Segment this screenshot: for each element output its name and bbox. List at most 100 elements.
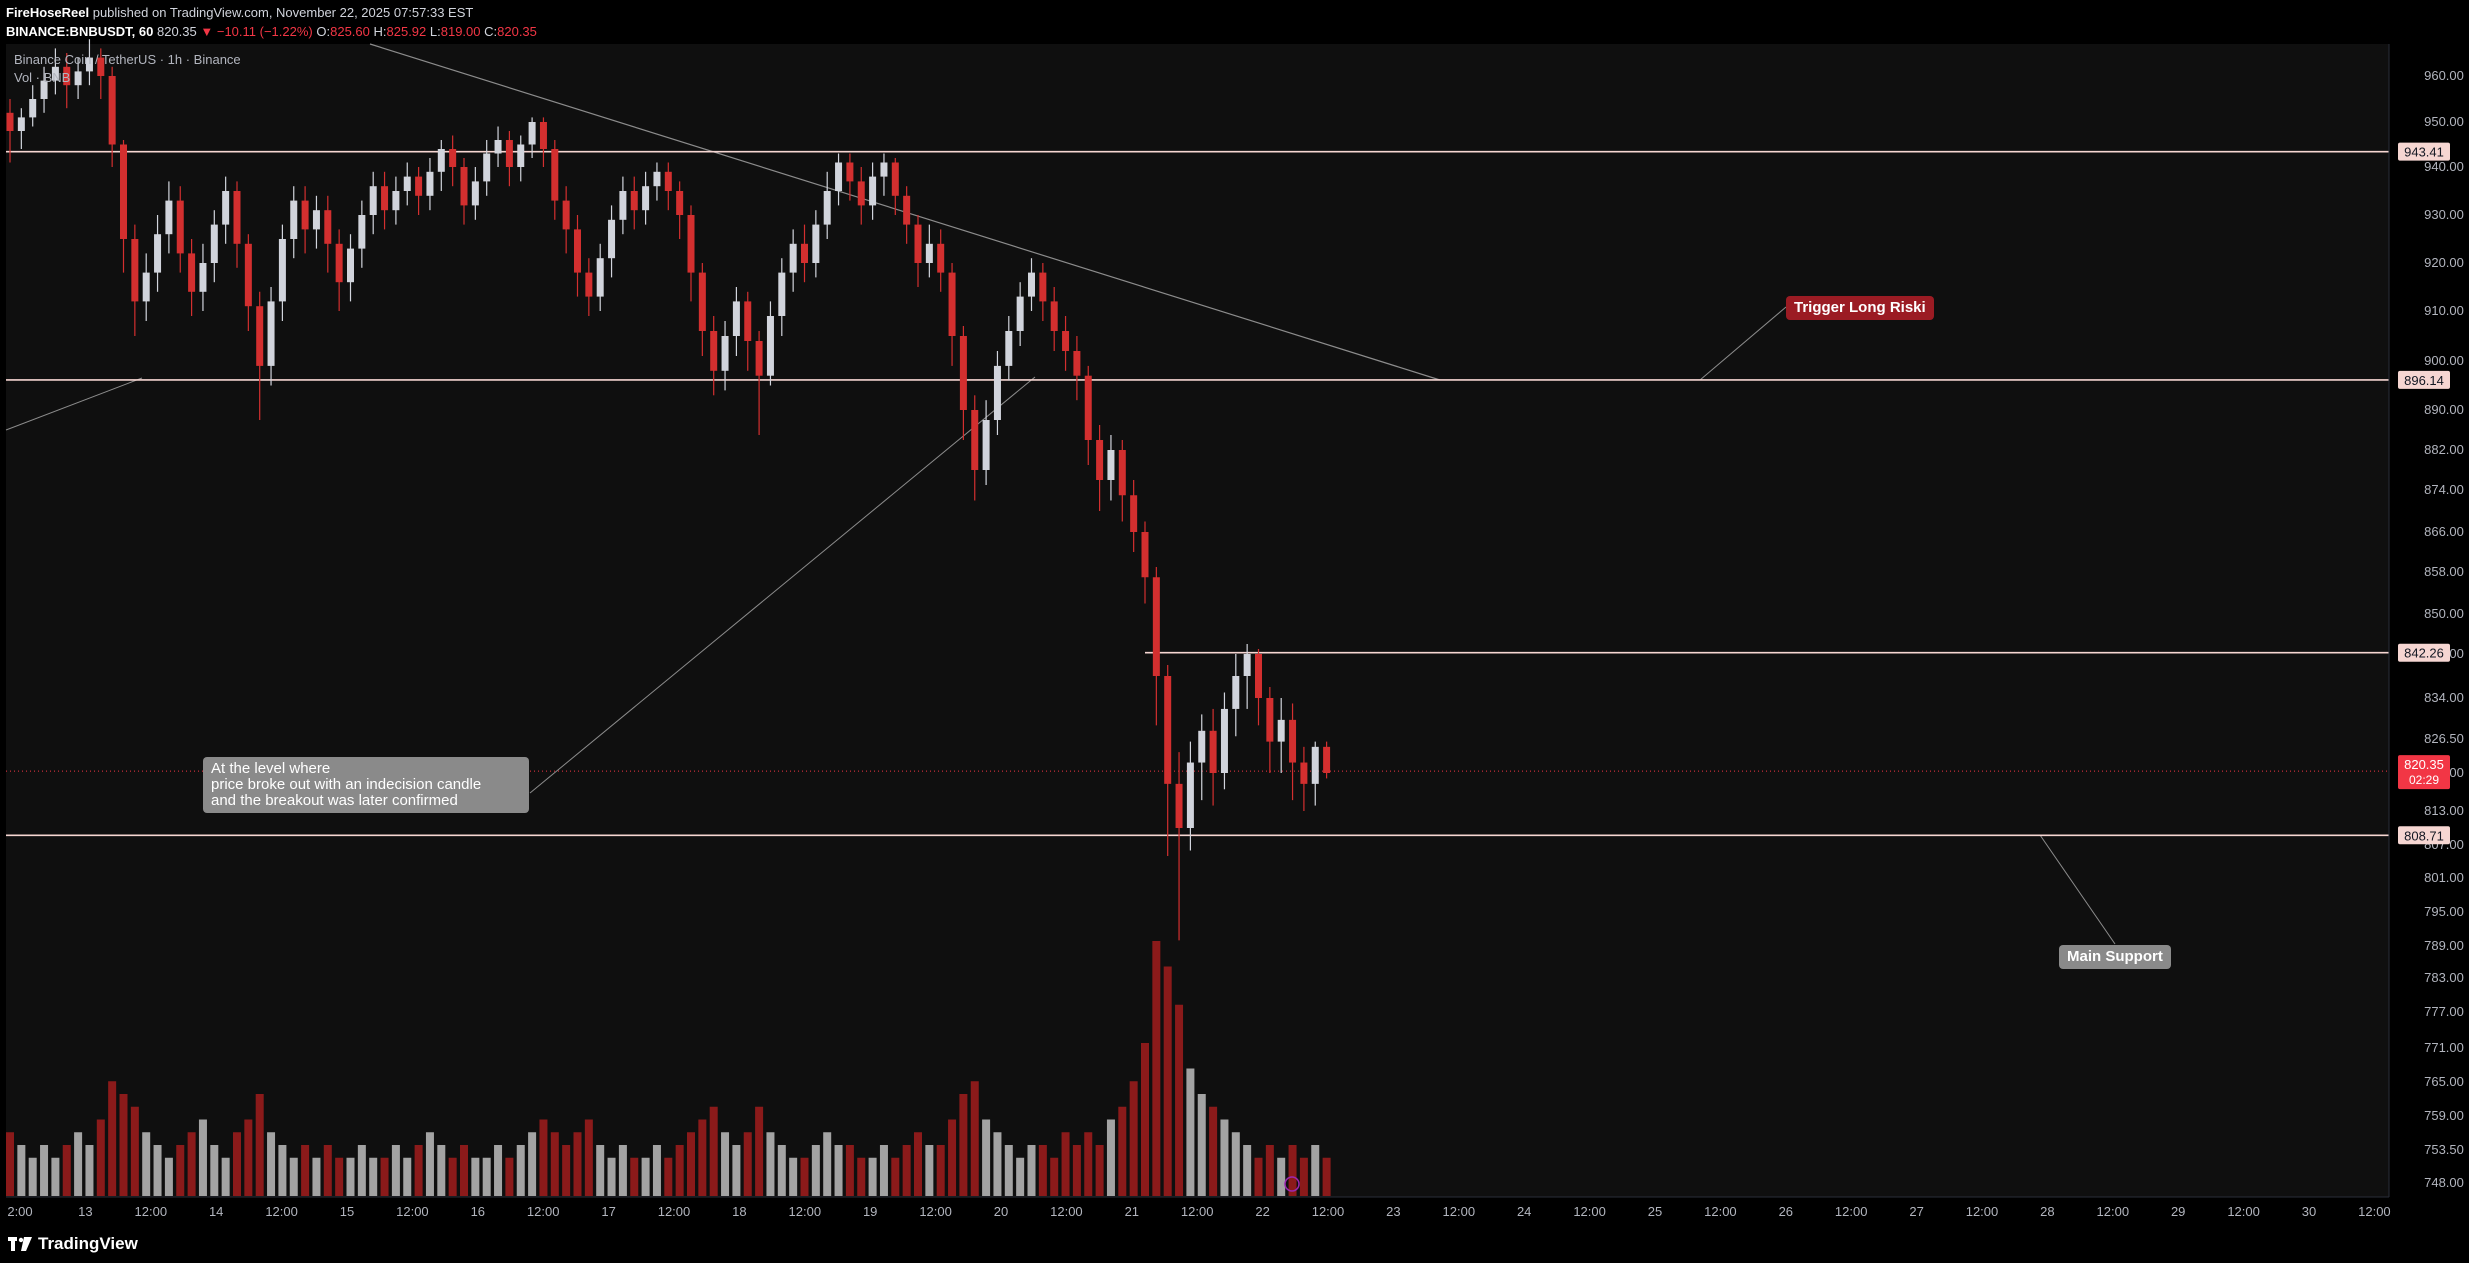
legend-title[interactable]: Binance Coin / TetherUS · 1h · Binance [14,52,241,67]
volume-bar [1299,1157,1308,1196]
candle-body [551,149,559,201]
volume-bar [732,1145,741,1196]
candle-body [721,336,729,371]
volume-bar [879,1145,888,1196]
volume-bar [460,1145,468,1196]
volume-bar [573,1132,582,1196]
volume-bar [959,1094,968,1196]
candle-body [1186,762,1194,828]
ohlc-c-label: C: [484,24,498,39]
candle-body [17,117,25,131]
level-badge [2398,643,2450,662]
volume-bar [528,1132,537,1196]
chart-plot-area[interactable] [6,44,2389,1197]
candle-body [6,112,14,131]
volume-bar [868,1157,877,1196]
main-support-note[interactable]: Main Support [2059,945,2171,969]
candle-body [1255,654,1262,698]
replay-icon [1284,1176,1300,1192]
y-tick-label: 910.00 [2424,303,2464,318]
candle-body [857,181,865,206]
volume-bar [630,1157,639,1196]
y-tick-label: 801.00 [2424,870,2464,885]
candle-body [619,191,627,220]
candle-body [358,215,366,249]
volume-bar [993,1132,1002,1196]
trigger-long-note[interactable]: Trigger Long Riski [1786,296,1934,320]
y-tick-label: 771.00 [2424,1040,2464,1055]
candle-body [766,316,774,376]
y-tick-label: 826.50 [2424,731,2464,746]
y-tick-label: 850.00 [2424,606,2464,621]
x-tick-label: 21 [1125,1204,1139,1219]
volume-bar [1084,1132,1093,1196]
candle-body [494,140,502,154]
volume-bar [369,1157,378,1196]
candle-body [1266,698,1274,742]
candle-body [199,263,207,292]
indecision-note[interactable]: At the level where price broke out with … [203,757,529,813]
tradingview-logo[interactable]: TradingView [8,1234,138,1254]
ohlc-o-label: O: [316,24,331,39]
y-tick-label: 789.00 [2424,938,2464,953]
x-tick-label: 16 [471,1204,485,1219]
ohlc-open: 825.60 [330,24,370,39]
volume-bar [198,1119,207,1196]
candle-body [778,272,786,316]
candle-body [97,57,105,76]
last-price: 820.35 [156,24,197,39]
volume-bar [414,1145,423,1196]
candle-body [835,162,843,191]
volume-bar [1175,1004,1184,1196]
candle-body [823,191,831,225]
publisher-name[interactable]: FireHoseReel [6,5,90,20]
candle-body [1323,746,1331,773]
x-tick-label: 15 [340,1204,354,1219]
candle-body [630,191,638,211]
candle-body [698,272,706,331]
symbol-name[interactable]: BINANCE:BNBUSDT, 60 [6,24,154,39]
legend-volume[interactable]: Vol · BNB [14,70,71,85]
x-tick-label: 12:00 [1573,1204,1606,1219]
candle-body [1005,331,1013,366]
price-change: ▼ −10.11 (−1.22%) [200,24,313,39]
level-badge-label: 896.14 [2404,373,2444,388]
x-tick-label: 30 [2302,1204,2316,1219]
volume-bar [1231,1132,1240,1196]
candle-body [1232,676,1240,709]
candle-body [846,162,854,182]
candle-body [142,272,150,302]
x-tick-label: 12:00 [135,1204,168,1219]
volume-bar [1038,1145,1047,1196]
candle-body [1118,450,1126,496]
level-badge [2398,370,2450,389]
candle-body [210,224,218,263]
y-tick-label: 748.00 [2424,1175,2464,1190]
volume-bar [6,1132,14,1196]
candle-body [903,195,911,225]
y-tick-label: 783.00 [2424,970,2464,985]
x-tick-label: 12:00 [2227,1204,2260,1219]
chart-canvas[interactable]: 960.00 950.00 940.00 930.00 920.00 910.00 900.… [0,0,2469,1228]
volume-bar [698,1119,707,1196]
candle-body [1220,708,1228,773]
volume-bar [233,1132,241,1196]
x-tick-label: 25 [1648,1204,1662,1219]
volume-bar [766,1132,775,1196]
candle-body [869,176,877,206]
x-tick-label: 28 [2040,1204,2054,1219]
volume-bar [1311,1145,1320,1196]
volume-bar [494,1145,503,1196]
candle-body [1175,783,1183,828]
volume-bar [471,1157,480,1196]
candle-body [1073,351,1081,376]
candle-body [483,153,491,182]
volume-bar [562,1145,571,1196]
volume-bar [437,1145,446,1196]
volume-bar [845,1145,854,1196]
candle-body [687,215,695,273]
candle-body [789,243,797,273]
candle-body [74,71,82,86]
candle-body [449,149,457,167]
volume-bar [301,1145,310,1196]
